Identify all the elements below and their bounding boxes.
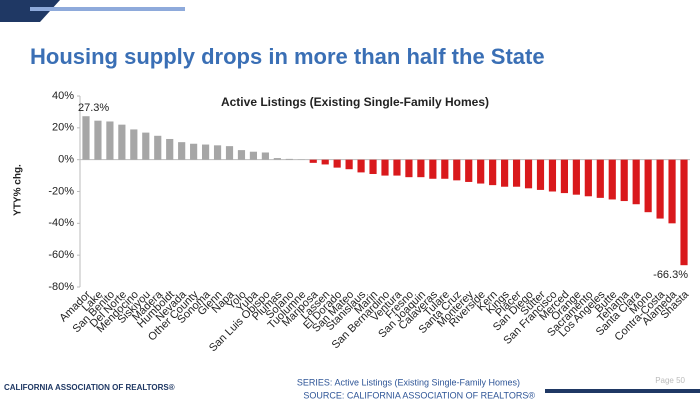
bar (465, 159, 473, 182)
bar (249, 151, 258, 160)
bar (429, 159, 437, 179)
bar (548, 159, 557, 192)
y-tick-label: -20% (48, 185, 74, 197)
bar (668, 159, 676, 224)
bar (213, 145, 222, 160)
bar (441, 159, 449, 179)
bar (166, 138, 174, 160)
y-tick-label: -40% (48, 217, 74, 229)
bar (142, 132, 150, 160)
bar (453, 159, 461, 181)
bar (178, 142, 186, 160)
bar (309, 159, 317, 163)
slide-title: Housing supply drops in more than half t… (30, 44, 545, 69)
bar (357, 159, 365, 173)
bar (369, 159, 377, 174)
y-tick-label: -60% (48, 249, 74, 261)
bar (106, 121, 114, 160)
bar (489, 159, 497, 186)
footer-source: SOURCE: CALIFORNIA ASSOCIATION OF REALTO… (303, 390, 535, 400)
bar (572, 159, 580, 195)
bar (237, 150, 246, 160)
footer-left: CALIFORNIA ASSOCIATION OF REALTORS® (4, 383, 175, 392)
bar (118, 124, 126, 160)
y-tick-label: 20% (52, 122, 74, 134)
bar (82, 116, 90, 160)
bar (321, 159, 329, 165)
bar (501, 159, 509, 187)
y-tick-label: -80% (48, 281, 74, 293)
bar (285, 158, 293, 160)
page-number: Page 50 (655, 376, 685, 385)
bar (417, 159, 425, 178)
bar (154, 135, 162, 160)
bar (584, 159, 592, 197)
bar (524, 159, 533, 189)
bar (680, 159, 688, 266)
bar (393, 159, 401, 176)
bar (273, 158, 281, 160)
bar (596, 159, 604, 198)
bar (644, 159, 652, 213)
y-tick-label: 40% (52, 90, 74, 102)
bar (130, 129, 138, 160)
bar (512, 159, 521, 187)
bar (656, 159, 664, 219)
bar (477, 159, 485, 184)
y-tick-label: 0% (58, 154, 74, 166)
value-label: 27.3% (78, 102, 109, 114)
bar (620, 159, 628, 202)
bar (261, 152, 269, 160)
bar (608, 159, 616, 200)
bar (405, 159, 413, 178)
bar (190, 143, 198, 160)
bar (333, 159, 341, 168)
y-axis-label: YTY% chg. (13, 164, 24, 216)
chart-title: Active Listings (Existing Single-Family … (221, 95, 489, 109)
bar (345, 159, 353, 170)
bar (536, 159, 545, 190)
bar (225, 146, 234, 160)
bar (381, 159, 389, 176)
bar (560, 159, 568, 194)
bar (94, 120, 102, 160)
value-label: -66.3% (653, 269, 688, 281)
footer-series: SERIES: Active Listings (Existing Single… (297, 377, 520, 387)
bar (632, 159, 640, 205)
bar (202, 144, 210, 160)
